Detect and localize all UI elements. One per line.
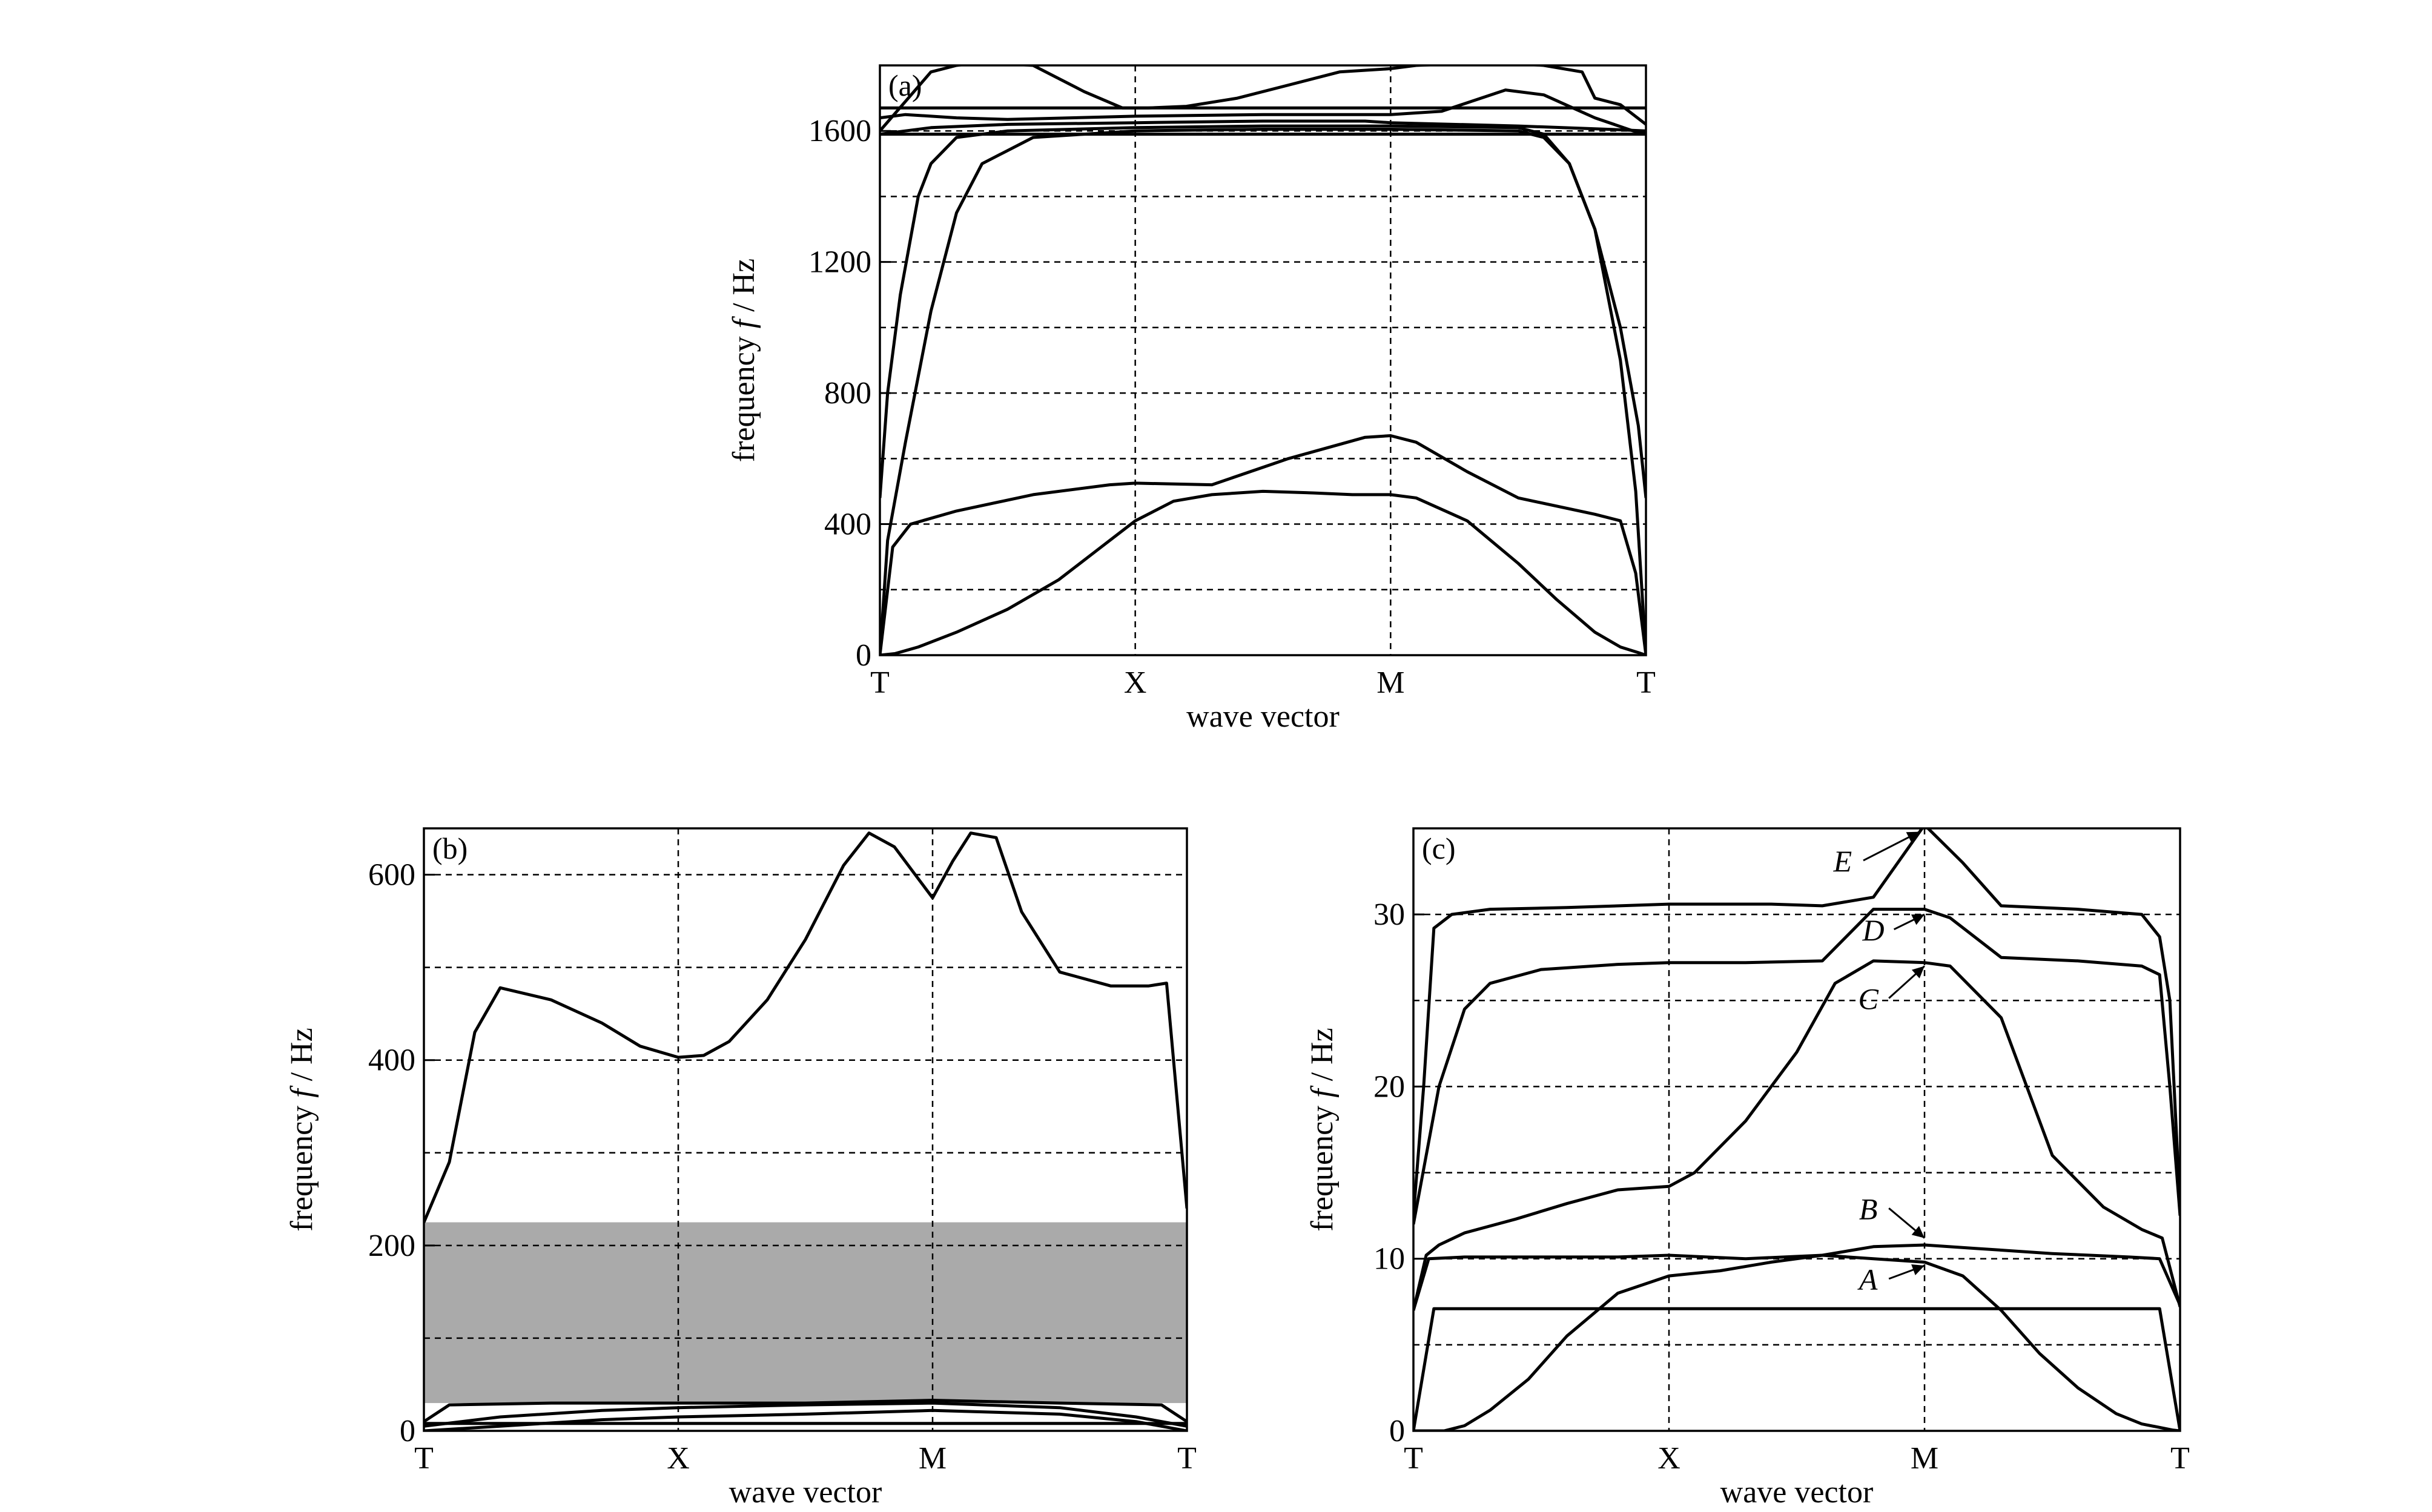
annotation-label: A [1857,1263,1878,1296]
series-line-8 [880,88,1646,136]
series-line-1 [880,489,1646,655]
panel-label: (b) [432,831,468,865]
plot-frame [879,64,1647,656]
series-line-4 [1413,959,2180,1311]
y-tick-label: 10 [1373,1242,1405,1276]
series-line-5 [1413,908,2180,1225]
y-tick-label: 0 [856,638,871,673]
y-tick-label: 200 [368,1229,415,1263]
series-line-3 [1413,1243,2180,1311]
x-tick-label: M [1911,1441,1938,1476]
x-tick-label: T [2170,1441,2190,1476]
x-axis-title: wave vector [729,1475,882,1510]
series-line-3 [424,1401,1187,1428]
x-tick-label: T [414,1441,434,1476]
y-tick-label: 600 [368,858,415,893]
y-axis-title: frequency f / Hz [285,1028,319,1231]
y-tick-label: 800 [824,376,871,411]
x-tick-label: T [870,665,890,700]
x-tick-label: T [1404,1441,1423,1476]
series-line-3 [880,128,1646,655]
plot-frame [1412,827,2181,1432]
x-axis-title: wave vector [1186,699,1340,734]
annotation-arrowhead [1911,914,1925,925]
y-tick-label: 30 [1373,897,1405,932]
y-tick-label: 0 [400,1414,415,1448]
annotation-arrowhead [1906,831,1920,843]
series-line-2 [1413,1307,2180,1431]
plot-frame [423,827,1188,1432]
y-tick-label: 400 [824,507,871,542]
x-tick-label: T [1177,1441,1197,1476]
series-line-6 [1413,828,2180,1216]
x-tick-label: X [667,1441,690,1476]
y-axis-title: frequency f / Hz [727,259,761,462]
series-line-1 [1413,1253,2180,1431]
y-axis-title: frequency f / Hz [1305,1028,1340,1231]
annotation-label: E [1833,844,1852,878]
series-line-2 [880,434,1646,655]
y-tick-label: 1600 [808,114,871,148]
panel-label: (a) [888,68,922,102]
series-line-9 [880,65,1646,132]
annotation-arrowhead [1911,1264,1925,1275]
annotation-label: C [1858,982,1879,1016]
x-tick-label: X [1124,665,1147,700]
panel-label: (c) [1422,831,1456,865]
series-line-1 [424,831,1187,1223]
x-tick-label: T [1636,665,1656,700]
annotation-arrowhead [1911,1226,1925,1238]
y-tick-label: 1200 [808,245,871,280]
x-tick-label: X [1657,1441,1680,1476]
series-line-4 [880,124,1646,498]
x-tick-label: M [919,1441,947,1476]
x-tick-label: M [1376,665,1404,700]
y-tick-label: 400 [368,1043,415,1078]
annotation-label: D [1862,913,1885,947]
annotation-arrowhead [1911,966,1925,979]
band-gap-region [424,1222,1187,1404]
annotation-label: B [1859,1192,1878,1226]
y-tick-label: 0 [1389,1414,1405,1448]
x-axis-title: wave vector [1720,1475,1874,1510]
y-tick-label: 20 [1373,1069,1405,1104]
series-line-2 [424,1399,1187,1423]
series-line-6 [880,119,1646,136]
